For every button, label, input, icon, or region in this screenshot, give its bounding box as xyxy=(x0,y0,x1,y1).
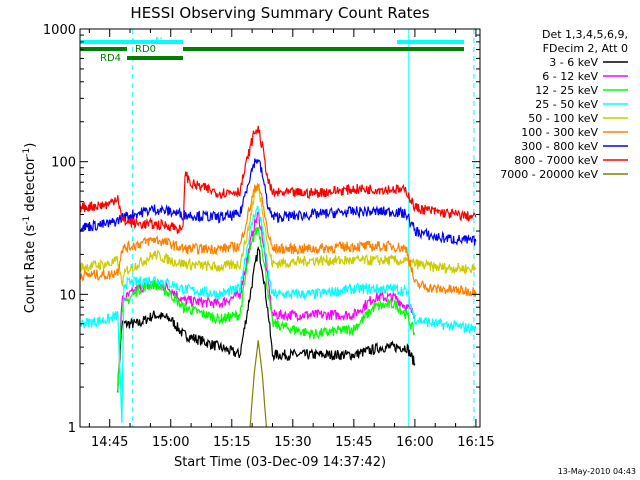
y-axis-label-superscript: -1 xyxy=(22,216,32,225)
attenuator-states: N RD0 RD4 xyxy=(80,36,464,64)
legend-entry-label: 12 - 25 keV xyxy=(535,84,598,97)
legend-entry-label: 100 - 300 keV xyxy=(521,126,598,139)
y-axis-label-superscript: -1 xyxy=(22,148,32,157)
x-tick-label: 15:15 xyxy=(213,435,250,450)
y-tick-label: 1 xyxy=(68,421,76,436)
y-axis-label-part: Count Rate (s xyxy=(23,225,38,314)
y-tick-label: 1000 xyxy=(43,23,76,38)
x-tick-label: 16:15 xyxy=(457,435,494,450)
y-axis-label-part: detector xyxy=(23,156,38,216)
x-tick-label: 15:00 xyxy=(152,435,189,450)
legend-entry-label: 50 - 100 keV xyxy=(528,112,598,125)
y-tick-label: 10 xyxy=(59,288,76,303)
legend: Det 1,3,4,5,6,9, FDecim 2, Att 0 3 - 6 k… xyxy=(500,28,628,181)
y-tick-label: 100 xyxy=(51,156,76,171)
series-line xyxy=(79,158,477,246)
series-line xyxy=(117,211,416,386)
time-markers xyxy=(79,29,475,427)
y-axis-label-part: ) xyxy=(23,143,38,148)
y-axis-ticks: 1 10 100 1000 xyxy=(43,23,480,436)
series-line xyxy=(117,226,416,392)
legend-header-fdecim: FDecim 2, Att 0 xyxy=(543,42,628,55)
state-label-n: N xyxy=(155,36,162,47)
x-tick-label: 15:45 xyxy=(335,435,372,450)
series-line xyxy=(117,245,416,393)
series-line xyxy=(79,205,477,423)
x-tick-label: 14:45 xyxy=(91,435,128,450)
series-line xyxy=(79,183,477,297)
legend-header-detectors: Det 1,3,4,5,6,9, xyxy=(542,28,628,41)
state-label-rd0: RD0 xyxy=(135,44,156,55)
x-axis-ticks: 14:45 15:00 15:15 15:30 15:45 16:00 16:15 xyxy=(88,29,495,450)
footer-timestamp: 13-May-2010 04:43 xyxy=(558,467,636,476)
series-line xyxy=(79,125,477,234)
state-label-rd4: RD4 xyxy=(100,53,121,64)
y-axis-label: Count Rate (s-1 detector-1) xyxy=(22,143,38,314)
plot-frame xyxy=(79,28,481,428)
data-series xyxy=(79,125,477,428)
x-axis-label: Start Time (03-Dec-09 14:37:42) xyxy=(174,455,386,470)
legend-entry-label: 7000 - 20000 keV xyxy=(500,168,598,181)
legend-entry-label: 25 - 50 keV xyxy=(535,98,598,111)
chart-title: HESSI Observing Summary Count Rates xyxy=(130,4,429,22)
x-tick-label: 15:30 xyxy=(274,435,311,450)
legend-entry-label: 800 - 7000 keV xyxy=(514,154,598,167)
legend-entry-label: 3 - 6 keV xyxy=(549,56,598,69)
series-line xyxy=(249,340,267,428)
x-tick-label: 16:00 xyxy=(396,435,433,450)
legend-entry-label: 300 - 800 keV xyxy=(521,140,598,153)
legend-entry-label: 6 - 12 keV xyxy=(542,70,598,83)
